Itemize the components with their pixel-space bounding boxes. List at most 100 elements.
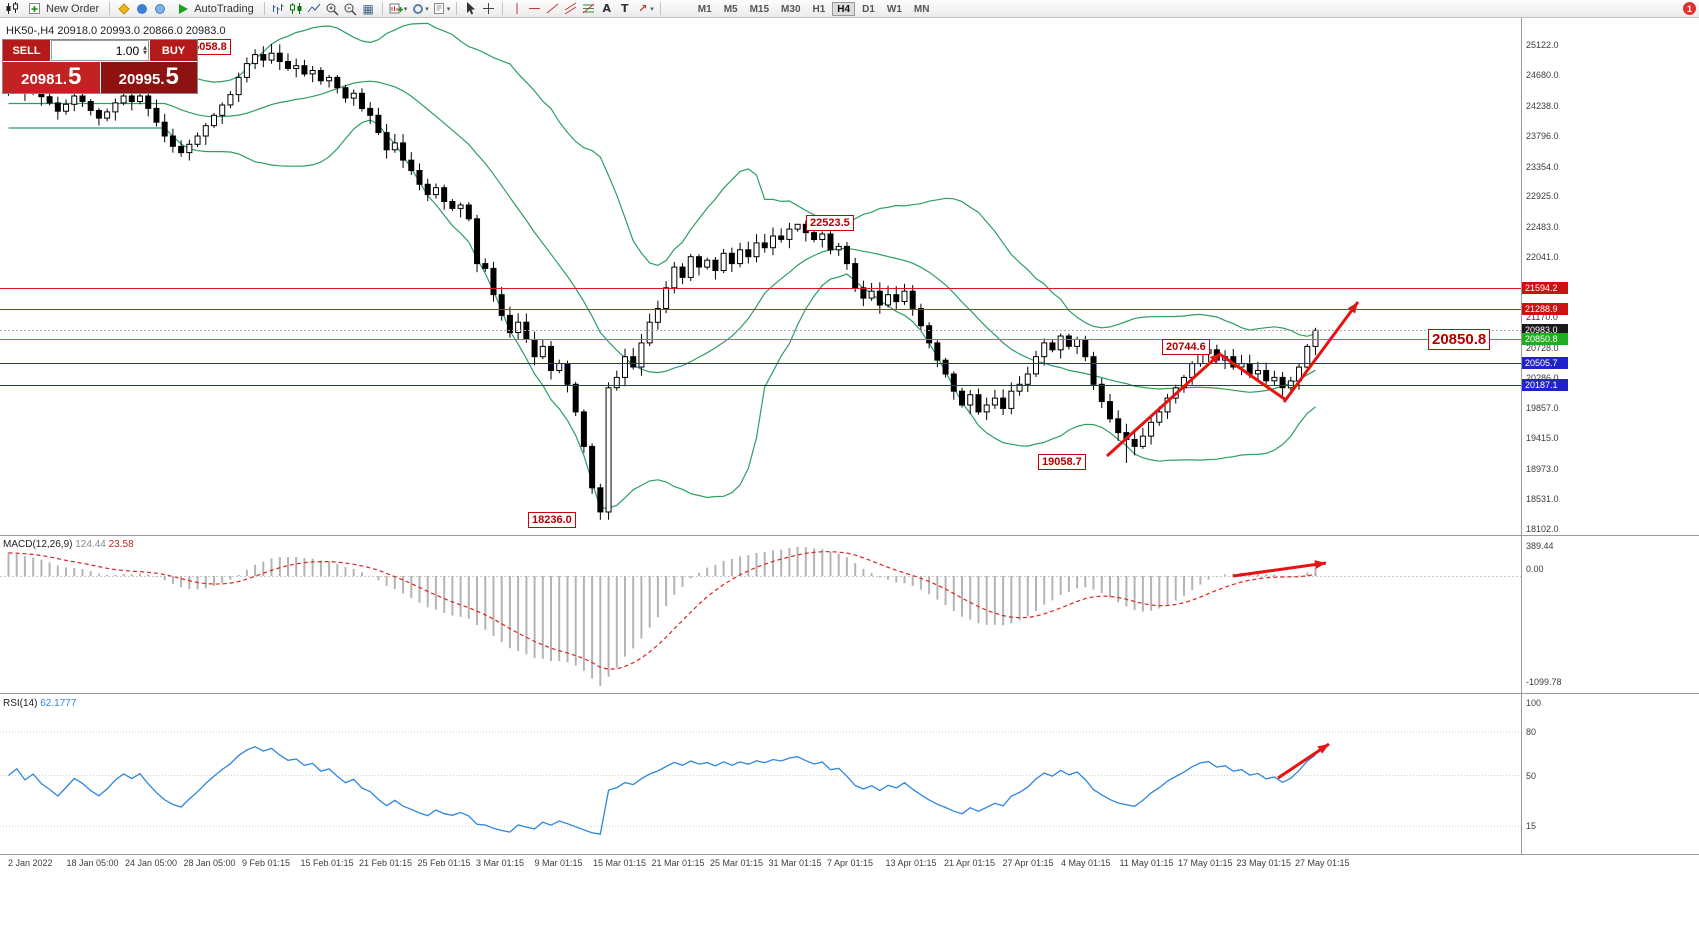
volume-stepper[interactable]: ▲ ▼ [143,46,147,55]
chevron-down-icon[interactable]: ▾ [650,4,654,13]
timeframe-h1[interactable]: H1 [812,3,826,15]
bull-candle [391,142,398,151]
community-icon[interactable] [151,1,168,17]
bull-candle [252,54,259,65]
bull-candle [737,249,744,265]
timeframe-h4[interactable]: H4 [832,1,856,16]
bear-candle [959,390,966,406]
trendline-icon[interactable] [544,1,561,17]
profiles-icon[interactable] [409,1,426,17]
bull-candle [219,104,226,116]
bull-candle [556,363,563,372]
bull-candle [202,125,209,137]
crosshair-icon[interactable] [480,1,497,17]
cursor-icon[interactable] [462,1,479,17]
chevron-down-icon[interactable]: ▾ [425,4,429,13]
time-axis-label: 21 Apr 01:15 [944,858,996,868]
bear-candle [630,356,637,368]
rsi-scale-label: 15 [1526,821,1537,832]
chevron-down-icon[interactable]: ▾ [403,4,408,13]
trend-arrow[interactable] [1282,301,1360,403]
bull-candle [432,187,439,196]
macd-indicator-label: MACD(12,26,9) 124.44 23.58 [3,539,134,550]
bull-candle [1041,342,1048,358]
price-callout-19058.7[interactable]: 19058.7 [1038,454,1086,470]
zoom-out-icon[interactable] [342,1,359,17]
bear-candle [975,394,982,413]
bear-candle [301,65,308,75]
bear-candle [79,95,86,102]
templates-icon[interactable] [431,1,448,17]
timeframe-m1[interactable]: M1 [697,3,712,15]
price-callout-20850.8[interactable]: 20850.8 [1428,329,1491,350]
horizontal-line-icon[interactable] [526,1,543,17]
rsi-scale-label: 100 [1526,698,1542,708]
bull-candle [753,242,760,258]
bear-candle [1279,376,1286,389]
sell-button[interactable]: SELL [3,40,50,61]
price-scale-tick: 24238.0 [1526,100,1559,111]
toolbar-separator [456,2,458,15]
timeframe-m30[interactable]: M30 [781,3,801,15]
text-label-icon[interactable]: T [621,2,629,15]
vertical-line-icon[interactable] [508,1,525,17]
arrows-icon[interactable]: ↗ [638,2,648,15]
tile-windows-icon[interactable]: ▦ [362,1,374,16]
bear-candle [893,294,900,303]
bear-candle [441,187,448,202]
bull-candle [671,266,678,289]
new-order-button[interactable]: New Order [21,1,104,17]
fibonacci-icon[interactable] [580,1,597,17]
text-icon[interactable]: A [602,2,612,15]
buy-price[interactable]: 20995. 5 [100,62,197,93]
timeframe-m5[interactable]: M5 [723,3,738,15]
trend-arrow[interactable] [1220,353,1287,402]
trend-arrow[interactable] [1105,351,1223,458]
bull-candle [991,397,998,406]
step-up-icon[interactable]: ▲ [143,45,147,51]
price-callout-20744.6[interactable]: 20744.6 [1162,339,1210,355]
buy-button[interactable]: BUY [150,40,197,61]
market-watch-icon[interactable] [133,1,150,17]
time-axis-label: 27 Apr 01:15 [1002,858,1054,868]
candlestick-chart-icon[interactable] [288,1,305,17]
bear-candle [950,373,957,392]
price-callout-18236.0[interactable]: 18236.0 [528,512,576,528]
volume-input[interactable]: 1.00 ▲ ▼ [51,40,149,61]
bollinger-upper-band [8,22,1316,337]
channel-icon[interactable] [562,1,579,17]
line-chart-icon[interactable] [306,1,323,17]
timeframe-mn[interactable]: MN [913,3,930,15]
price-scale-tick: 23796.0 [1526,131,1559,142]
bull-candle [539,345,546,358]
step-down-icon[interactable]: ▼ [143,49,147,56]
bull-candle [227,94,234,106]
arrowhead-icon [1347,302,1358,314]
bear-candle [548,345,555,371]
sell-price[interactable]: 20981. 5 [3,62,100,93]
timeframe-d1[interactable]: D1 [862,3,875,15]
chart-window-icon[interactable] [3,1,20,17]
metaeditor-icon[interactable] [115,1,132,17]
chevron-down-icon[interactable]: ▾ [446,4,451,13]
bull-candle [1024,373,1031,385]
bar-chart-icon[interactable] [270,1,287,17]
trend-arrow[interactable] [1232,561,1327,578]
timeframe-m15[interactable]: M15 [749,3,770,15]
bear-candle [474,218,481,265]
autotrading-button[interactable]: AutoTrading [169,1,259,17]
chart-canvas[interactable] [0,18,1699,943]
bull-candle [605,387,612,513]
price-scale-tick: 24680.0 [1526,70,1559,81]
new-chart-icon[interactable] [388,1,405,17]
time-axis-label: 28 Jan 05:00 [183,858,236,868]
price-callout-22523.5[interactable]: 22523.5 [806,215,854,231]
zoom-in-icon[interactable] [324,1,341,17]
timeframe-w1[interactable]: W1 [886,3,902,15]
arrowhead-icon [1209,353,1221,364]
rsi-name: RSI(14) [3,698,38,709]
bear-candle [876,290,883,306]
notifications-badge[interactable]: 1 [1683,2,1696,15]
bear-candle [761,242,768,249]
bear-candle [128,95,135,102]
